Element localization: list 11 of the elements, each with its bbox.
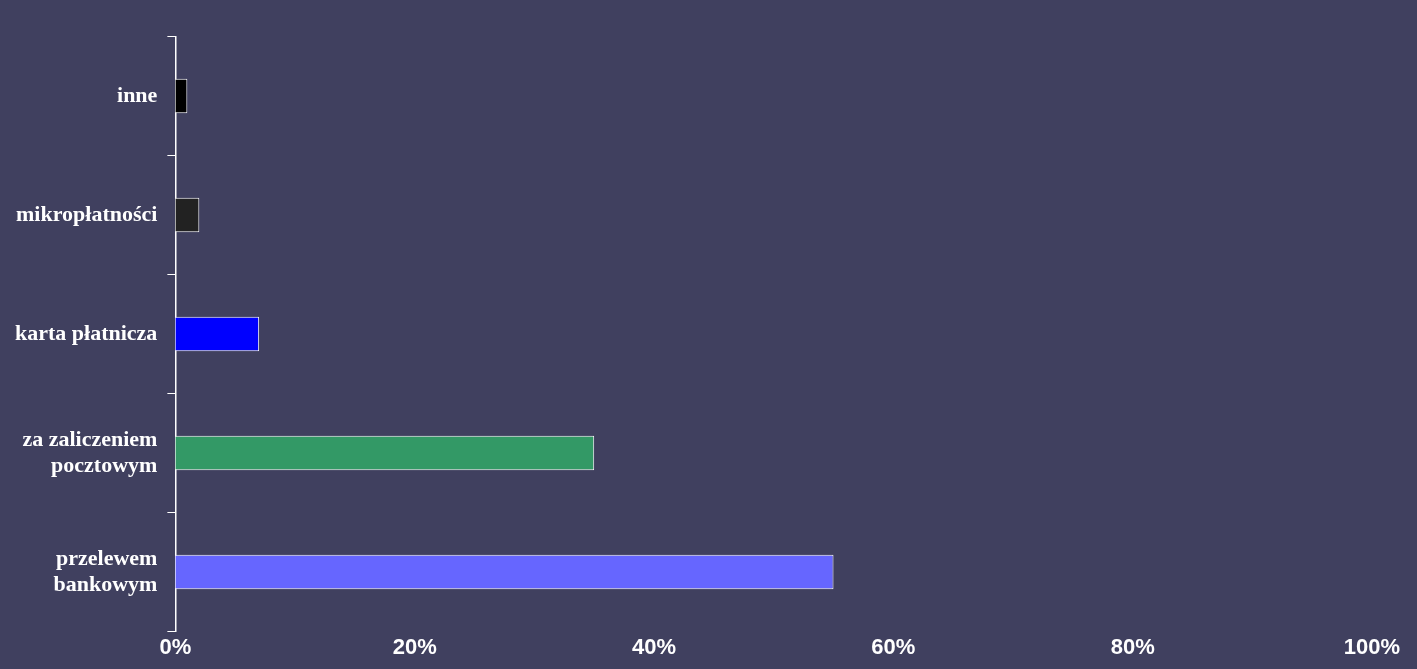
- x-tick-label: 60%: [871, 633, 916, 659]
- y-tick-label: za zaliczeniem pocztowym: [22, 425, 158, 477]
- x-tick-label: 0%: [159, 633, 192, 659]
- x-tick-label: 40%: [632, 633, 677, 659]
- y-tick-label: karta płatnicza: [14, 319, 158, 345]
- y-tick-label: inne: [117, 81, 158, 107]
- y-tick-label: mikropłatności: [15, 200, 158, 226]
- x-tick-label: 100%: [1343, 633, 1401, 659]
- x-tick-label: 20%: [392, 633, 437, 659]
- x-tick-label: 80%: [1110, 633, 1155, 659]
- y-tick-label: przelewem bankowym: [53, 544, 158, 596]
